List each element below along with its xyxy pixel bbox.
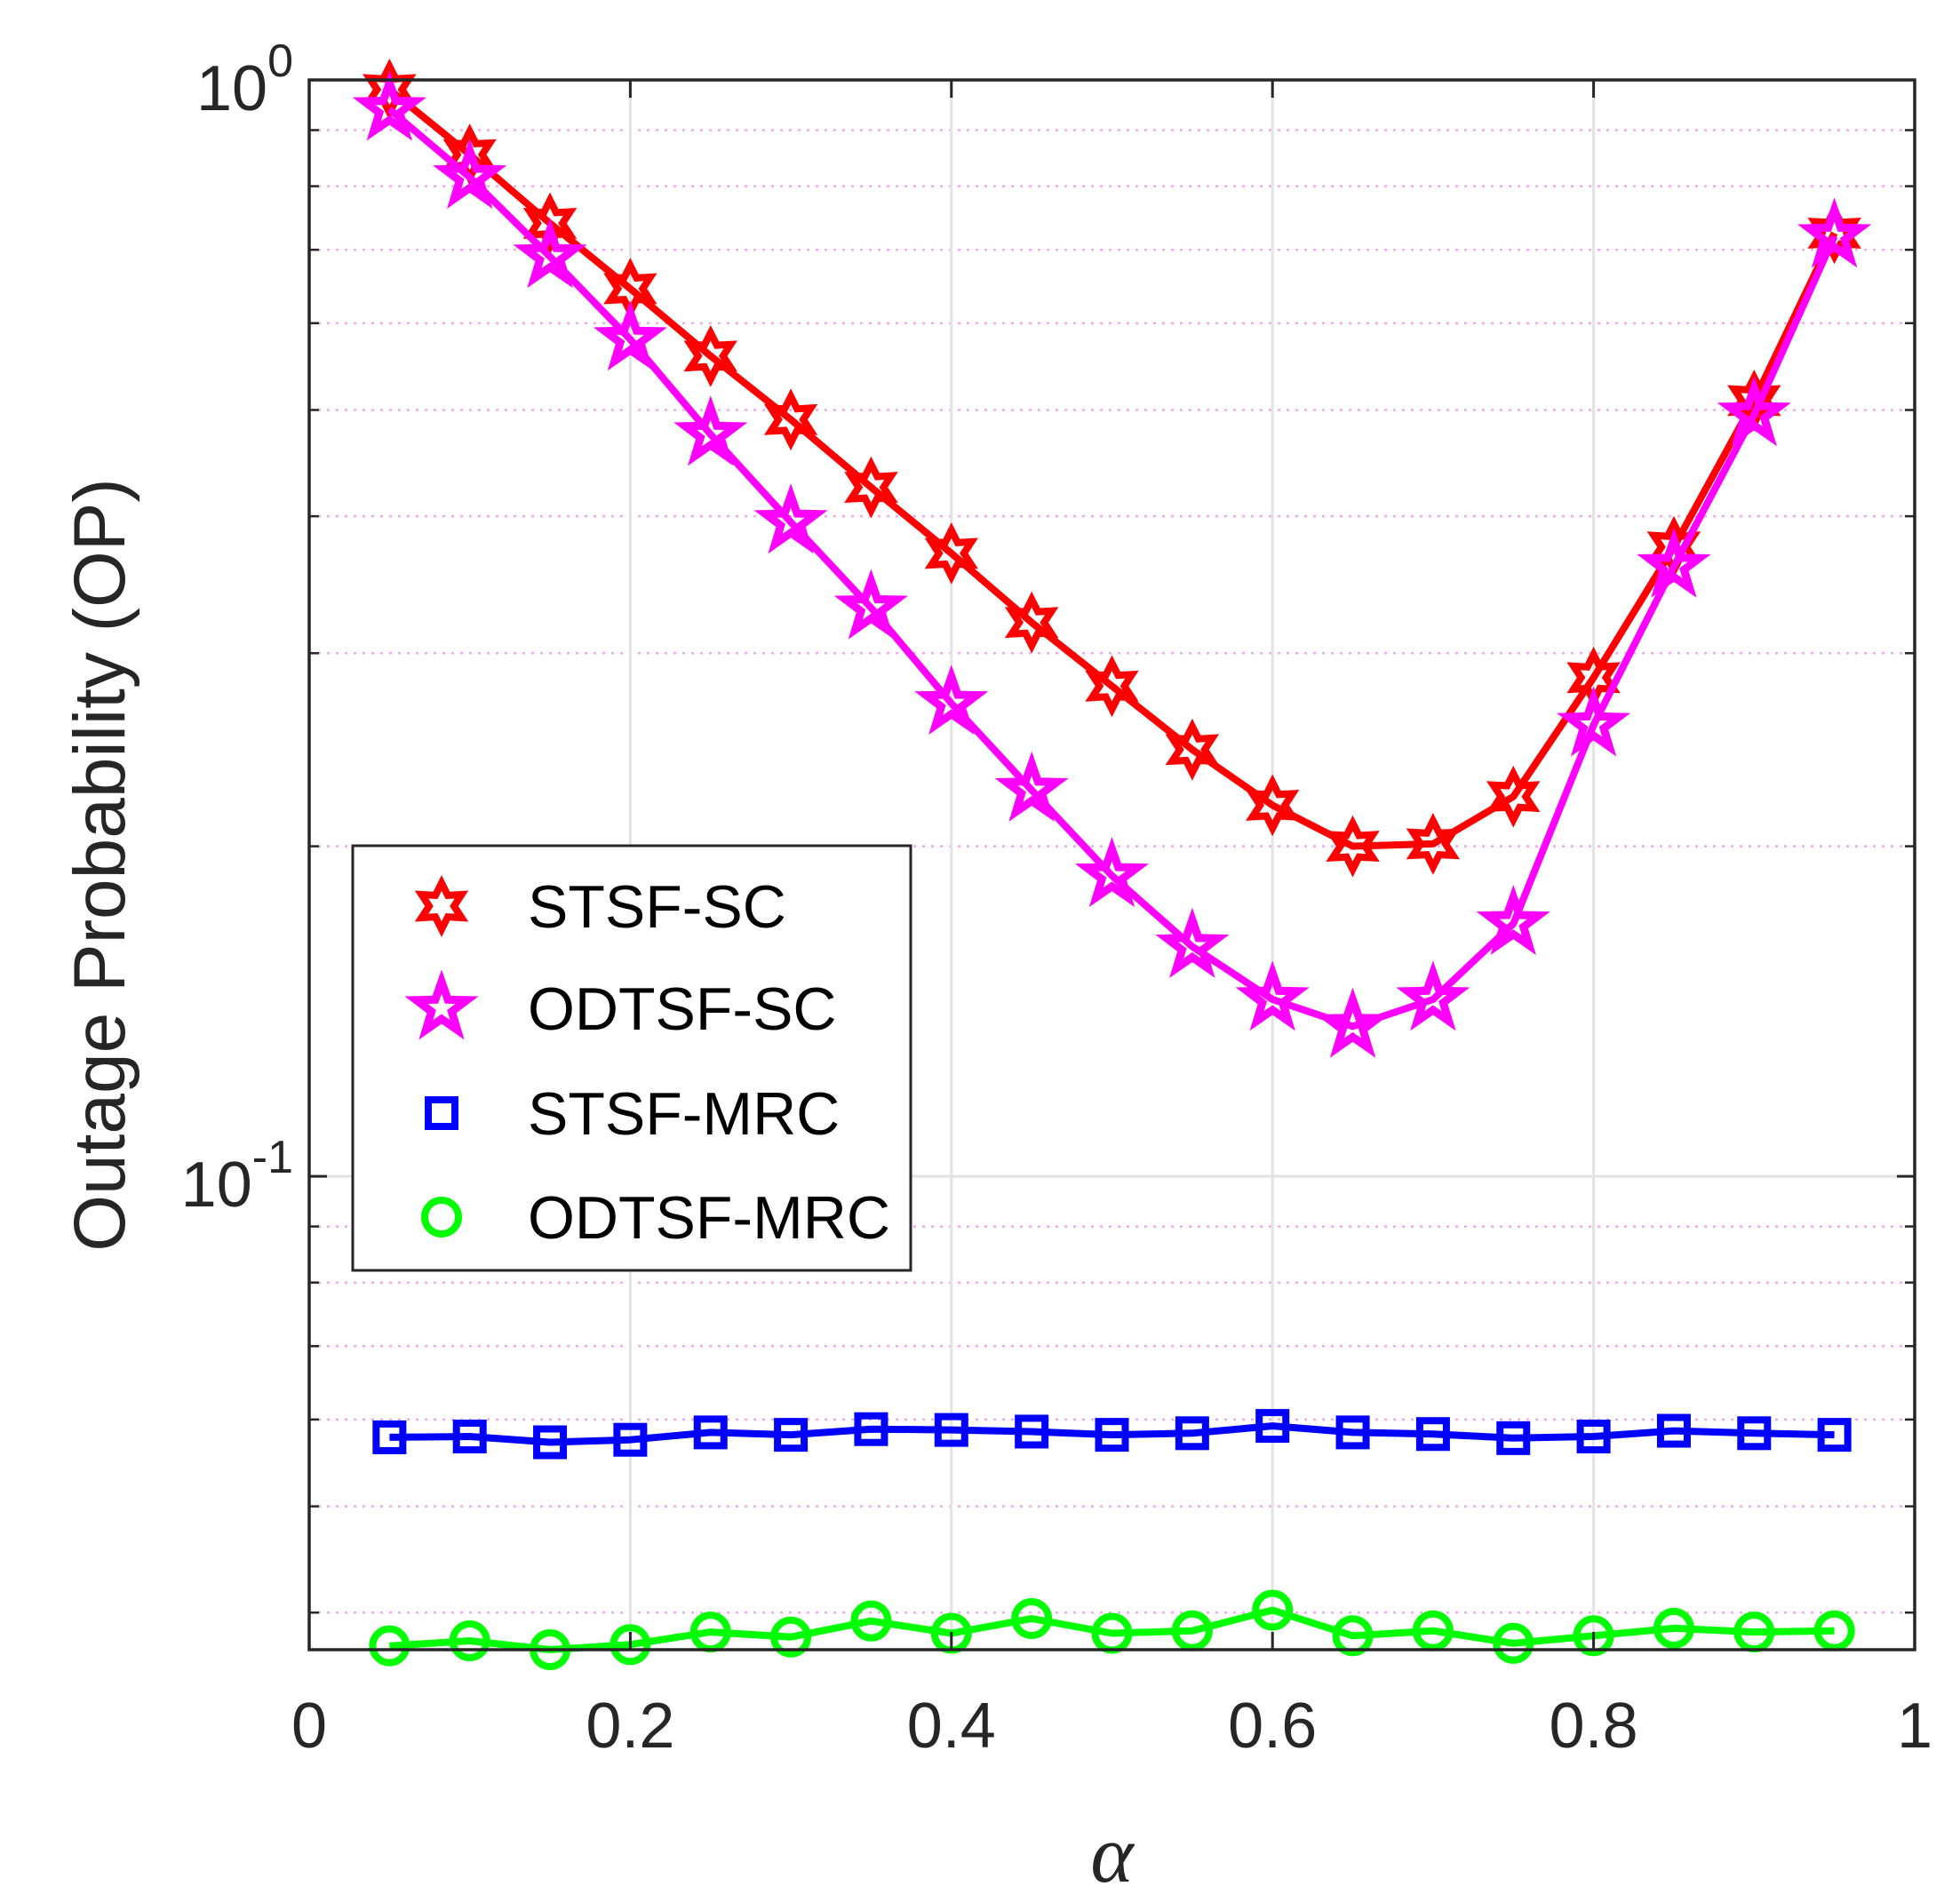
legend-entry-stsf-sc: STSF-SC xyxy=(414,873,786,941)
data-point-stsf-sc xyxy=(1165,718,1220,781)
data-point-odtsf-mrc xyxy=(1813,1610,1855,1651)
data-point-odtsf-sc xyxy=(352,70,426,141)
data-point-odtsf-sc xyxy=(1074,837,1150,908)
legend-entry-odtsf-sc: ODTSF-SC xyxy=(404,969,837,1043)
data-point-odtsf-mrc xyxy=(1332,1615,1374,1657)
legend-marker-odtsf-sc xyxy=(404,969,479,1040)
data-point-stsf-sc xyxy=(683,324,737,387)
legend-marker-odtsf-mrc xyxy=(421,1197,462,1237)
legend-marker-stsf-mrc xyxy=(425,1096,458,1130)
axes-box xyxy=(307,78,1916,1651)
data-point-odtsf-sc xyxy=(914,665,989,736)
data-point-odtsf-sc xyxy=(994,751,1069,822)
data-point-stsf-sc xyxy=(1326,815,1380,878)
data-point-stsf-sc xyxy=(522,192,578,255)
data-point-stsf-mrc xyxy=(613,1422,648,1457)
legend: STSF-SC ODTSF-SC STSF-MRC ODTSF-MRC xyxy=(351,844,912,1272)
legend-marker-stsf-sc xyxy=(414,875,469,937)
data-point-odtsf-sc xyxy=(1155,907,1230,978)
legend-entry-odtsf-mrc: ODTSF-MRC xyxy=(421,1184,890,1252)
x-tick-label: 0.6 xyxy=(1228,1691,1317,1762)
data-point-stsf-mrc xyxy=(1255,1409,1290,1444)
data-point-odtsf-sc xyxy=(1557,686,1631,757)
x-tick-label: 0.8 xyxy=(1550,1691,1638,1762)
data-point-stsf-mrc xyxy=(1415,1417,1450,1452)
data-point-stsf-mrc xyxy=(774,1418,809,1452)
series-stsf-mrc xyxy=(372,1409,1852,1460)
data-point-stsf-sc xyxy=(1486,765,1541,828)
data-point-stsf-mrc xyxy=(1496,1421,1531,1455)
series-stsf-sc xyxy=(363,58,1861,878)
data-point-stsf-mrc xyxy=(1095,1418,1129,1452)
data-point-odtsf-sc xyxy=(593,300,667,371)
data-point-odtsf-sc xyxy=(753,483,828,554)
data-point-odtsf-sc xyxy=(1396,960,1470,1031)
data-point-stsf-mrc xyxy=(1335,1415,1370,1450)
data-point-stsf-mrc xyxy=(452,1419,487,1453)
data-point-odtsf-sc xyxy=(833,569,909,640)
data-point-stsf-mrc xyxy=(1015,1414,1049,1449)
x-tick-label: 0.4 xyxy=(907,1691,996,1762)
data-point-odtsf-sc xyxy=(1717,376,1791,447)
data-point-stsf-sc xyxy=(763,388,818,451)
data-point-odtsf-mrc xyxy=(610,1624,651,1666)
legend-label-odtsf-mrc: ODTSF-MRC xyxy=(528,1184,890,1252)
data-point-stsf-sc xyxy=(844,456,898,519)
data-point-odtsf-sc xyxy=(1315,987,1390,1058)
data-point-odtsf-sc xyxy=(1476,884,1550,956)
data-point-odtsf-sc xyxy=(1637,527,1711,598)
data-point-stsf-sc xyxy=(924,522,978,585)
series-line-stsf-sc xyxy=(386,86,1838,850)
data-point-stsf-mrc xyxy=(372,1420,407,1454)
series-line-odtsf-sc xyxy=(386,107,1838,1031)
x-axis-label: α xyxy=(1090,1809,1135,1899)
data-point-stsf-sc xyxy=(1085,655,1139,718)
data-point-stsf-mrc xyxy=(1737,1416,1772,1451)
data-point-stsf-mrc xyxy=(1576,1419,1611,1453)
data-point-stsf-mrc xyxy=(854,1412,888,1446)
data-point-odtsf-sc xyxy=(433,138,507,210)
legend-label-odtsf-sc: ODTSF-SC xyxy=(528,975,837,1043)
data-point-stsf-mrc xyxy=(1656,1413,1691,1448)
y-axis-label: Outage Probability (OP) xyxy=(60,478,140,1252)
data-point-odtsf-sc xyxy=(513,218,587,289)
data-point-odtsf-mrc xyxy=(1653,1607,1694,1649)
data-point-stsf-sc xyxy=(1004,591,1059,654)
data-point-odtsf-mrc xyxy=(850,1600,892,1642)
data-point-stsf-mrc xyxy=(693,1415,728,1450)
data-point-odtsf-mrc xyxy=(449,1619,490,1661)
x-tick-label: 0 xyxy=(291,1691,327,1762)
data-point-stsf-mrc xyxy=(1175,1416,1209,1451)
data-point-odtsf-mrc xyxy=(1171,1610,1213,1651)
series-odtsf-sc xyxy=(352,70,1872,1058)
data-point-stsf-mrc xyxy=(533,1425,568,1460)
data-point-odtsf-mrc xyxy=(770,1616,812,1658)
x-tick-label: 1 xyxy=(1897,1691,1932,1762)
x-tick-label: 0.2 xyxy=(586,1691,674,1762)
data-point-odtsf-mrc xyxy=(1412,1610,1454,1651)
data-point-odtsf-mrc xyxy=(1493,1622,1534,1664)
axes-layer: 0 0.2 0.4 0.6 0.8 1 100 10-1 Outage Probability … xyxy=(60,36,1932,1899)
data-point-odtsf-mrc xyxy=(369,1625,410,1667)
legend-label-stsf-mrc: STSF-MRC xyxy=(528,1080,840,1148)
y-tick-label: 10-1 xyxy=(181,1132,293,1221)
data-point-odtsf-sc xyxy=(673,395,748,466)
data-point-stsf-mrc xyxy=(1817,1418,1852,1452)
data-point-odtsf-mrc xyxy=(1252,1589,1294,1631)
data-point-odtsf-mrc xyxy=(1573,1615,1614,1657)
data-point-odtsf-mrc xyxy=(1011,1597,1053,1639)
data-point-stsf-mrc xyxy=(934,1413,968,1447)
data-point-stsf-sc xyxy=(1246,774,1300,837)
data-point-stsf-sc xyxy=(1807,202,1861,265)
data-point-stsf-sc xyxy=(1406,813,1461,875)
series-line-stsf-mrc xyxy=(389,1422,1835,1446)
data-point-odtsf-sc xyxy=(1235,960,1310,1031)
y-tick-label: 100 xyxy=(196,36,293,124)
legend-entry-stsf-mrc: STSF-MRC xyxy=(425,1080,840,1148)
data-point-odtsf-sc xyxy=(1797,197,1872,268)
legend-label-stsf-sc: STSF-SC xyxy=(528,873,786,941)
